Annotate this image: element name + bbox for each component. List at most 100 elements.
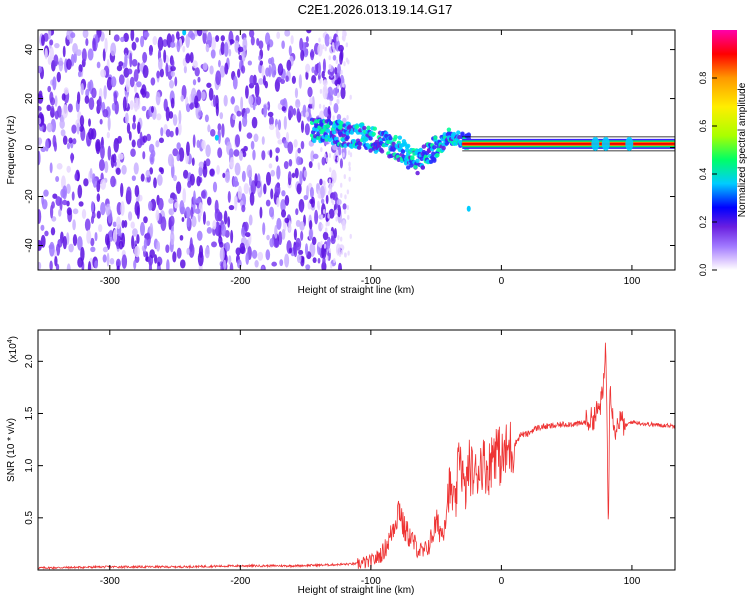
heatmap-cell <box>176 153 180 162</box>
heatmap-cell <box>278 63 283 73</box>
heatmap-cell <box>54 43 60 49</box>
heatmap-cell <box>286 59 292 71</box>
heatmap-cell <box>228 204 235 211</box>
heatmap-cell <box>52 193 58 199</box>
heatmap-cell <box>320 214 324 220</box>
y-tick-label: 40 <box>24 44 35 56</box>
heatmap-cell <box>276 197 280 208</box>
heatmap-cell <box>333 258 336 264</box>
heatmap-cell <box>291 172 296 179</box>
heatmap-cell <box>46 104 52 112</box>
heatmap-cell <box>261 136 265 145</box>
ridge-cell <box>366 125 371 131</box>
heatmap-cell <box>76 91 81 105</box>
heatmap-cell <box>287 141 294 155</box>
heatmap-cell <box>327 221 330 227</box>
ridge-cell <box>376 144 382 149</box>
heatmap-cell <box>59 119 65 129</box>
heatmap-cell <box>221 123 225 138</box>
spectrogram-heatmap <box>38 30 675 270</box>
heatmap-cell <box>167 153 174 167</box>
heatmap-cell <box>96 193 101 203</box>
heatmap-cell <box>206 196 212 206</box>
heatmap-cell <box>126 122 131 134</box>
heatmap-cell <box>156 113 162 121</box>
heatmap-cell <box>40 224 45 231</box>
heatmap-cell <box>57 238 63 248</box>
heatmap-cell <box>66 165 71 173</box>
heatmap-cell <box>103 85 107 100</box>
heatmap-cell <box>234 134 241 148</box>
heatmap-cell <box>169 79 175 89</box>
heatmap-cell <box>278 231 283 246</box>
heatmap-cell <box>86 229 92 244</box>
heatmap-cell <box>115 167 121 175</box>
heatmap-cell <box>181 216 185 223</box>
y-tick-label: 2.0 <box>24 354 35 368</box>
heatmap-cell <box>129 76 135 88</box>
heatmap-cell <box>182 188 187 204</box>
heatmap-cell <box>238 150 244 161</box>
heatmap-cell <box>259 206 263 219</box>
heatmap-cell <box>340 182 343 188</box>
heatmap-cell <box>81 48 87 63</box>
heatmap-cell <box>72 138 77 145</box>
heatmap-cell <box>174 76 178 87</box>
heatmap-cell <box>81 209 87 219</box>
heatmap-cell <box>215 35 220 42</box>
heatmap-cell <box>328 248 332 254</box>
ridge-cell <box>371 131 376 137</box>
heatmap-cell <box>311 66 315 74</box>
heatmap-cell <box>120 182 124 198</box>
heatmap-cell <box>130 30 135 42</box>
heatmap-cell <box>149 222 154 238</box>
heatmap-cell <box>294 167 299 179</box>
heatmap-cell <box>134 83 137 94</box>
heatmap-cell <box>139 63 144 72</box>
heatmap-cell <box>340 69 343 75</box>
heatmap-cell <box>111 102 116 111</box>
heatmap-cell <box>250 180 257 195</box>
heatmap-cell <box>277 139 283 145</box>
heatmap-cell <box>106 252 110 267</box>
heatmap-cell <box>312 257 317 264</box>
heatmap-cell <box>131 139 136 148</box>
heatmap-cell <box>183 65 187 74</box>
spectrogram-y-label: Frequency (Hz) <box>6 116 17 185</box>
heatmap-cell <box>305 36 309 43</box>
heatmap-cell <box>116 216 121 230</box>
heatmap-cell <box>306 30 312 34</box>
ridge-cell <box>362 125 367 131</box>
heatmap-cell <box>305 70 309 80</box>
heatmap-cell <box>191 215 197 228</box>
heatmap-cell <box>170 65 176 72</box>
heatmap-cell <box>223 210 228 225</box>
heatmap-cell <box>268 64 272 78</box>
heatmap-cell <box>116 265 120 270</box>
heatmap-cell <box>284 30 291 37</box>
colorbar-tick-label: 0.8 <box>698 72 708 85</box>
heatmap-cell <box>163 49 167 63</box>
heatmap-cell <box>291 75 296 84</box>
heatmap-cell <box>87 261 92 270</box>
heatmap-cell <box>209 168 215 177</box>
heatmap-cell <box>269 206 275 218</box>
heatmap-cell <box>317 43 323 57</box>
heatmap-cell <box>277 119 282 131</box>
heatmap-cell <box>171 34 175 44</box>
heatmap-cell <box>142 135 148 143</box>
heatmap-cell <box>202 211 206 225</box>
heatmap-cell <box>283 160 289 170</box>
heatmap-cell <box>110 175 116 188</box>
heatmap-cell <box>150 105 154 113</box>
heatmap-cell <box>239 242 246 255</box>
heatmap-cell <box>300 49 305 61</box>
heatmap-cell <box>241 65 246 74</box>
y-tick-label: -20 <box>24 189 35 204</box>
heatmap-cell <box>176 142 181 150</box>
ridge-cell <box>357 141 363 147</box>
heatmap-cell <box>229 39 235 45</box>
heatmap-cell <box>307 86 313 98</box>
heatmap-cell <box>329 63 332 69</box>
